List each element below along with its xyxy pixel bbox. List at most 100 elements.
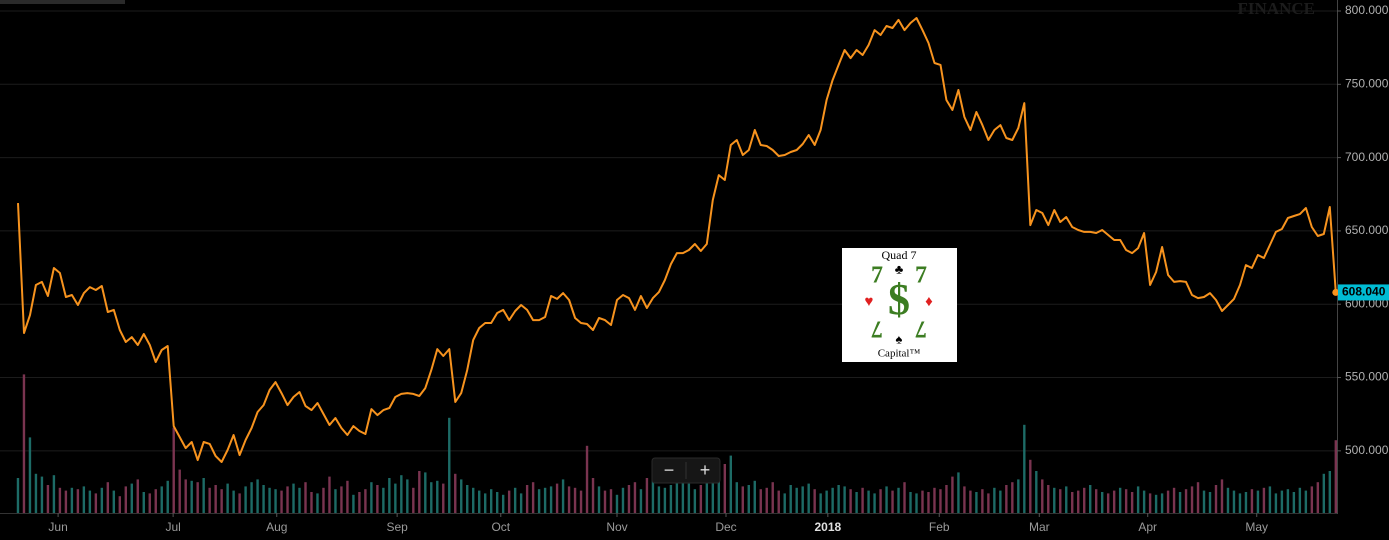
volume-bar [729, 455, 732, 513]
volume-bar [1142, 490, 1146, 513]
volume-bar [172, 427, 175, 513]
volume-bar [238, 493, 241, 513]
volume-bar [280, 490, 283, 513]
volume-bar [771, 482, 774, 513]
volume-bar [1256, 490, 1260, 513]
volume-bar [933, 487, 936, 513]
volume-bar [286, 486, 289, 513]
volume-bar [681, 476, 685, 513]
volume-bar [250, 482, 253, 513]
volume-bar [735, 482, 738, 513]
volume-bar [58, 487, 62, 513]
volume-bar [855, 492, 858, 513]
zoom-out-button[interactable]: − [664, 460, 675, 480]
volume-bar [1035, 471, 1038, 513]
volume-bar [1106, 493, 1110, 513]
logo-seven: 7 [915, 315, 927, 341]
logo-dollar: $ [888, 275, 910, 324]
volume-bar [1232, 490, 1236, 513]
volume-bar [388, 478, 391, 513]
x-tick-label: Jul [165, 520, 180, 534]
volume-bar [112, 490, 116, 513]
last-point [1332, 288, 1340, 296]
volume-bar [1310, 486, 1314, 513]
logo-seven: 7 [915, 263, 927, 289]
volume-bar [1154, 494, 1158, 513]
volume-bar [118, 496, 122, 513]
volume-bar [981, 489, 984, 513]
volume-bar [609, 489, 613, 513]
volume-bar [94, 493, 98, 513]
x-tick-label: Apr [1138, 520, 1157, 534]
volume-bar [693, 489, 697, 513]
volume-bar [1136, 486, 1140, 513]
logo-seven: 7 [871, 263, 883, 289]
volume-bar [801, 486, 804, 513]
volume-bar [999, 490, 1002, 513]
volume-bar [753, 480, 756, 513]
volume-bar [1268, 486, 1272, 513]
volume-bar [897, 487, 900, 513]
volume-bar [124, 486, 127, 513]
volume-bar [136, 479, 139, 513]
x-tick-label: Oct [491, 520, 510, 534]
x-tick-label: Mar [1029, 520, 1050, 534]
volume-bar [1208, 492, 1212, 513]
volume-bar [759, 489, 762, 513]
volume-bar [687, 483, 691, 513]
volume-bar [196, 482, 199, 513]
volume-bar [765, 487, 768, 513]
volume-bar [495, 492, 499, 513]
volume-bar [448, 417, 451, 513]
volume-bar [364, 489, 367, 513]
volume-bar [585, 445, 589, 513]
volume-bar [22, 374, 26, 513]
logo-top: Quad 7 [882, 248, 917, 262]
logo-seven: 7 [871, 315, 883, 341]
volume-bar [645, 478, 649, 513]
volume-bar [400, 475, 403, 513]
logo-suit: ♦ [925, 293, 933, 310]
y-tick-label: 500.000 [1345, 443, 1389, 457]
volume-bar [1005, 485, 1008, 513]
volume-bar [88, 490, 92, 513]
volume-bar [484, 493, 487, 513]
volume-bar [537, 489, 541, 513]
volume-bar [843, 486, 846, 513]
volume-bar [813, 489, 816, 513]
volume-bar [597, 486, 601, 513]
volume-bar [1047, 485, 1050, 513]
volume-bar [927, 492, 930, 513]
volume-bar [975, 492, 978, 513]
volume-bar [885, 486, 888, 513]
volume-bar [1166, 490, 1170, 513]
price-line [17, 17, 1337, 463]
volume-bar [717, 479, 721, 513]
volume-bar [1094, 489, 1098, 513]
volume-bar [921, 490, 924, 513]
volume-bar [615, 494, 619, 513]
volume-bar [831, 487, 834, 513]
watermark: FINANCE [1238, 0, 1315, 18]
volume-bar [1077, 490, 1080, 513]
zoom-controls: − + [651, 457, 721, 484]
volume-bar [130, 483, 133, 513]
volume-bar [969, 490, 972, 513]
volume-bar [723, 464, 727, 513]
volume-bar [226, 483, 229, 513]
volume-bar [663, 487, 667, 513]
volume-bar [513, 487, 517, 513]
zoom-in-button[interactable]: + [700, 460, 711, 480]
top-tab [0, 0, 125, 4]
volume-bar [460, 479, 463, 513]
volume-bar [867, 490, 870, 513]
volume-bar [987, 493, 990, 513]
x-tick-label: Feb [929, 520, 950, 534]
volume-bar [430, 482, 433, 513]
volume-bar [783, 493, 786, 513]
volume-bar [657, 486, 661, 513]
volume-bar [28, 437, 32, 513]
volume-bar [154, 489, 157, 513]
volume-bar [1262, 487, 1266, 513]
